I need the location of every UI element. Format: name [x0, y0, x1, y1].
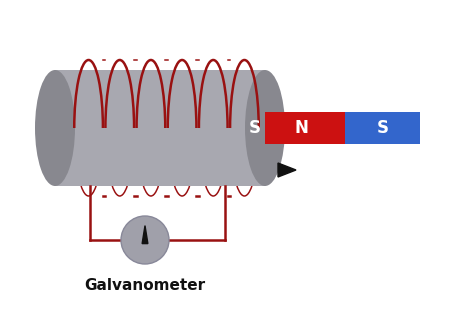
Text: S: S: [249, 119, 261, 137]
Bar: [265, 112, 345, 144]
Text: S: S: [376, 119, 389, 137]
Text: Galvanometer: Galvanometer: [84, 278, 206, 293]
Polygon shape: [142, 226, 148, 244]
Bar: [345, 112, 420, 144]
Ellipse shape: [245, 70, 285, 186]
Ellipse shape: [35, 70, 75, 186]
Polygon shape: [278, 163, 296, 177]
Circle shape: [121, 216, 169, 264]
Bar: [55, 70, 265, 186]
Text: N: N: [294, 119, 308, 137]
